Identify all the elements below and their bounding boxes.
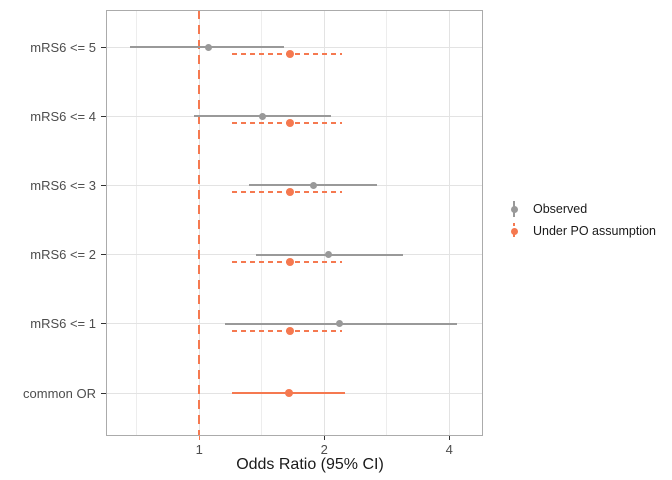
- y-axis-label: mRS6 <= 3: [30, 177, 96, 193]
- legend-label-under-po-assumption: Under PO assumption: [533, 224, 656, 238]
- legend-entry-observed: Observed: [505, 198, 656, 220]
- x-tick-mark: [198, 436, 200, 440]
- gridline-minor-vertical: [261, 10, 263, 436]
- legend: Observed Under PO assumption: [505, 198, 656, 242]
- legend-entry-under-po-assumption: Under PO assumption: [505, 220, 656, 242]
- y-axis-label: common OR: [23, 385, 96, 401]
- legend-label-observed: Observed: [533, 202, 588, 216]
- point-under-po-assumption: [285, 50, 294, 58]
- point-under-po-assumption: [285, 257, 294, 266]
- y-axis-label: mRS6 <= 1: [30, 316, 96, 332]
- legend-key-observed: [505, 200, 523, 218]
- y-tick-mark: [101, 46, 106, 48]
- gridline-major-vertical: [323, 10, 325, 436]
- x-tick-label: 2: [320, 442, 328, 457]
- x-tick-mark: [323, 436, 325, 440]
- y-axis-label: mRS6 <= 2: [30, 247, 96, 263]
- gridline-minor-vertical: [136, 10, 138, 436]
- point-under-po-assumption: [285, 119, 294, 128]
- y-tick-mark: [101, 184, 106, 186]
- y-tick-mark: [101, 392, 106, 394]
- point-observed: [336, 320, 344, 328]
- gridline-major-vertical: [448, 10, 450, 436]
- gridline-minor-vertical: [386, 10, 388, 436]
- point-observed: [309, 181, 317, 189]
- y-tick-mark: [101, 254, 106, 256]
- y-tick-mark: [101, 323, 106, 325]
- legend-key-under-po-assumption: [505, 222, 523, 240]
- point-under-po-assumption: [285, 326, 294, 335]
- x-tick-label: 4: [445, 442, 453, 457]
- y-axis-label: mRS6 <= 5: [30, 39, 96, 55]
- point-glyph: [510, 227, 518, 235]
- point-observed: [204, 43, 212, 51]
- x-tick-mark: [448, 436, 450, 440]
- x-tick-label: 1: [195, 442, 203, 457]
- y-axis-label: mRS6 <= 4: [30, 108, 96, 124]
- y-tick-mark: [101, 115, 106, 117]
- point-under-po-assumption: [284, 389, 293, 398]
- x-axis-title: Odds Ratio (95% CI): [236, 456, 384, 473]
- point-observed: [325, 251, 333, 259]
- gridline-major-horizontal: [106, 46, 483, 48]
- point-glyph: [510, 205, 518, 213]
- panel-border: [106, 10, 483, 436]
- point-observed: [259, 112, 267, 120]
- reference-line-or-1: [198, 10, 201, 436]
- point-under-po-assumption: [285, 188, 294, 197]
